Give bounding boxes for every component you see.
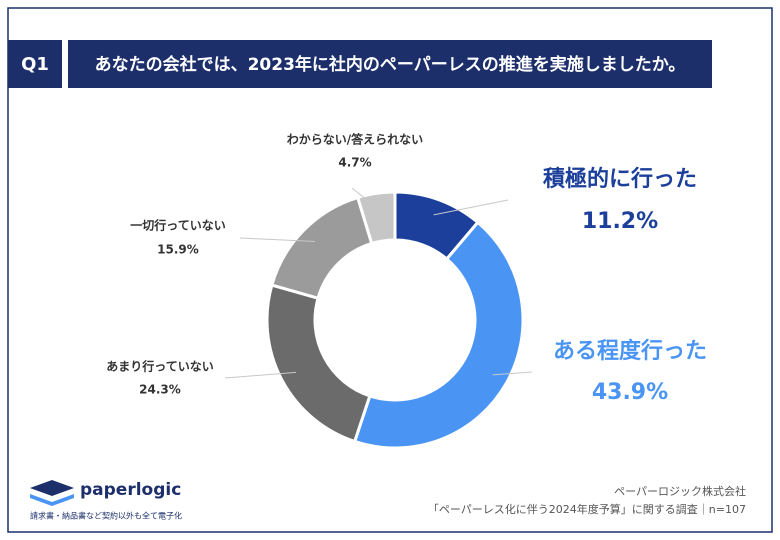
category-label: 一切行っていない bbox=[130, 218, 225, 233]
value-label: 15.9% bbox=[157, 243, 199, 257]
question-label: Q1 bbox=[21, 54, 49, 75]
leader-line bbox=[224, 371, 297, 379]
category-label: わからない/答えられない bbox=[287, 132, 423, 147]
category-label: あまり行っていない bbox=[106, 359, 213, 374]
question-badge bbox=[8, 40, 62, 88]
value-label: 4.7% bbox=[338, 156, 371, 170]
value-label: 11.2% bbox=[582, 209, 658, 234]
value-label: 24.3% bbox=[139, 383, 181, 397]
leader-line bbox=[351, 187, 379, 210]
value-label: 43.9% bbox=[592, 380, 668, 405]
logo: paperlogic 請求書・納品書など契約以外も全て電子化 bbox=[30, 480, 182, 521]
donut-slice bbox=[355, 190, 397, 246]
leader-line bbox=[433, 199, 509, 216]
tagline: 請求書・納品書など契約以外も全て電子化 bbox=[30, 511, 182, 521]
title-bar bbox=[68, 40, 712, 88]
category-label: 積極的に行った bbox=[543, 166, 697, 192]
category-label: ある程度行った bbox=[553, 338, 707, 364]
company: ペーパーロジック株式会社 bbox=[614, 484, 746, 498]
logo-text: paperlogic bbox=[80, 480, 181, 500]
leader-line bbox=[492, 371, 533, 376]
leader-line bbox=[239, 237, 316, 243]
donut-slice bbox=[352, 220, 525, 450]
source: 「ペーパーレス化に伴う2024年度予算」に関する調査｜n=107 bbox=[428, 502, 746, 516]
chart-title: あなたの会社では、2023年に社内のペーパーレスの推進を実施しましたか。 bbox=[95, 54, 686, 75]
